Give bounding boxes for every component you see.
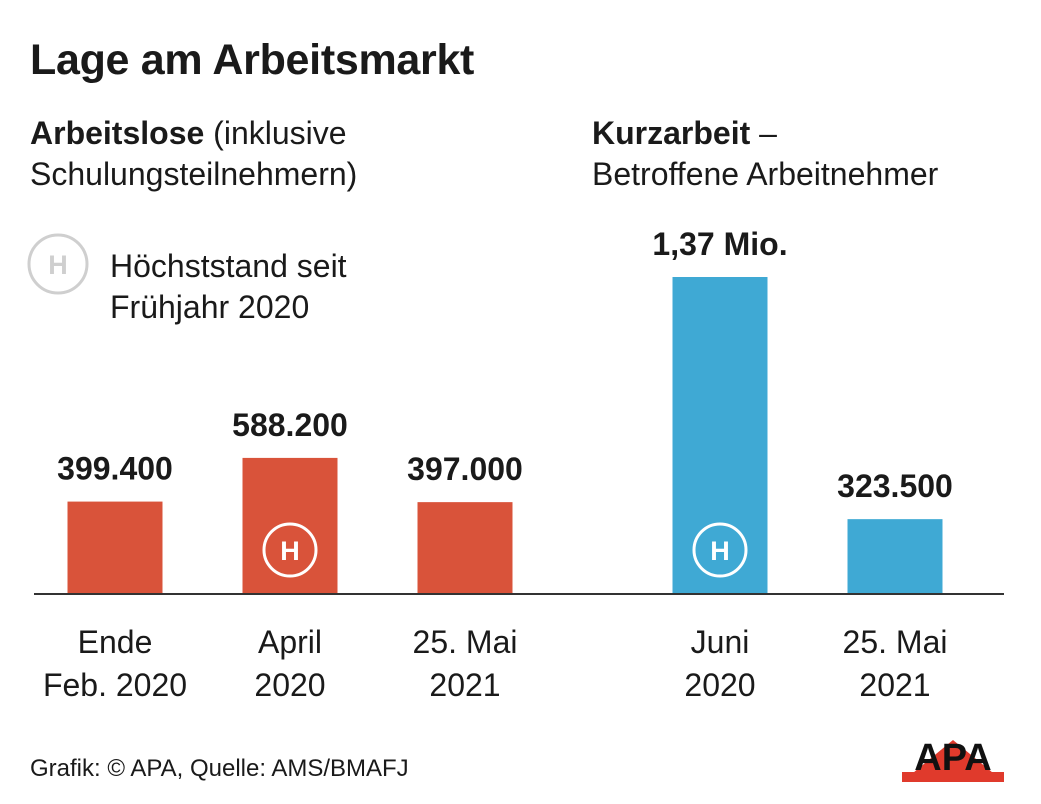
category-label: 25. Mai xyxy=(413,624,518,660)
chart-title: Lage am Arbeitsmarkt xyxy=(30,36,475,84)
right-panel-heading: Kurzarbeit – Betroffene Arbeitnehmer xyxy=(592,113,938,195)
bar xyxy=(67,501,163,594)
bar xyxy=(417,502,513,594)
category-label: 2021 xyxy=(429,667,500,703)
category-label: 2020 xyxy=(254,667,325,703)
right-heading-line2: Betroffene Arbeitnehmer xyxy=(592,156,939,192)
bar xyxy=(242,457,338,594)
source-footer: Grafik: © APA, Quelle: AMS/BMAFJ xyxy=(30,755,409,782)
category-label: Ende xyxy=(78,624,153,660)
legend-circle-icon xyxy=(27,233,89,295)
value-label: 588.200 xyxy=(232,407,348,443)
value-label: 397.000 xyxy=(407,451,523,487)
legend-highlight-letter: H xyxy=(48,250,68,280)
apa-logo-bar xyxy=(902,772,1004,782)
apa-logo-text: APA xyxy=(914,737,991,779)
legend-line1: Höchststand seit xyxy=(110,248,347,284)
category-label: 2021 xyxy=(859,667,930,703)
right-heading-rest: – xyxy=(750,115,777,151)
legend-text: Höchststand seit Frühjahr 2020 xyxy=(110,246,347,328)
category-label: Feb. 2020 xyxy=(43,667,187,703)
value-label: 323.500 xyxy=(837,468,953,504)
left-heading-bold: Arbeitslose xyxy=(30,115,205,151)
bar xyxy=(847,519,943,594)
category-label: 25. Mai xyxy=(843,624,948,660)
legend-symbol: H xyxy=(27,233,89,295)
right-heading-bold: Kurzarbeit xyxy=(592,115,751,151)
highlight-circle-icon xyxy=(692,522,748,578)
category-label: April xyxy=(258,624,322,660)
bar xyxy=(672,277,768,594)
apa-logo: APA xyxy=(902,737,1004,782)
highlight-letter: H xyxy=(280,536,300,566)
highlight-letter: H xyxy=(710,536,730,566)
legend-line2: Frühjahr 2020 xyxy=(110,289,310,325)
category-label: Juni xyxy=(691,624,750,660)
value-label: 399.400 xyxy=(57,451,173,487)
left-heading-rest: (inklusive xyxy=(204,115,347,151)
highlight-circle-icon xyxy=(262,522,318,578)
value-label: 1,37 Mio. xyxy=(652,226,787,262)
category-label: 2020 xyxy=(684,667,755,703)
left-heading-line2: Schulungsteilnehmern) xyxy=(30,156,358,192)
apa-logo-triangle xyxy=(902,740,1004,782)
left-panel-heading: Arbeitslose (inklusive Schulungsteilnehm… xyxy=(30,113,357,195)
